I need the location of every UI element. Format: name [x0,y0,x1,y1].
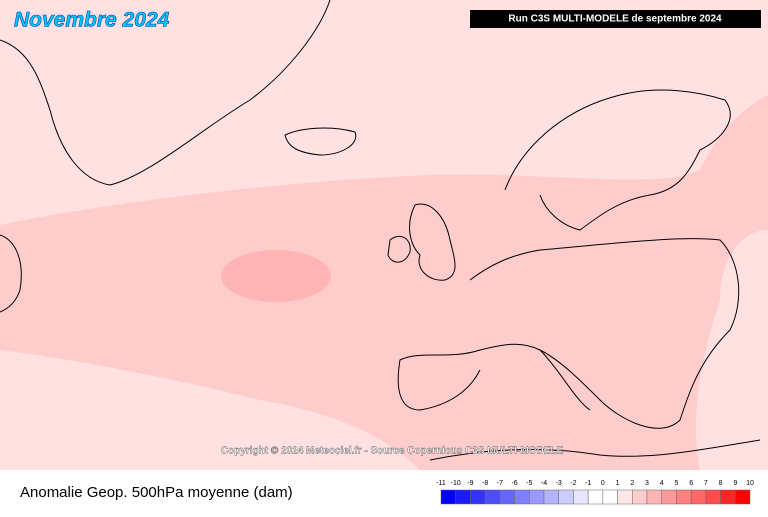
colorbar-tick-label: 2 [630,480,634,487]
north-america [0,234,22,313]
colorbar-swatch [676,489,692,505]
north-africa [429,439,761,461]
iceland [284,127,357,156]
colorbar-tick-label: -1 [585,480,591,487]
colorbar-tick-label: 4 [660,480,664,487]
colorbar-swatch [646,489,662,505]
colorbar-tick-label: 1 [616,480,620,487]
run-label: Run C3S MULTI-MODELE de septembre 2024 [508,14,722,25]
colorbar-swatch [529,489,545,505]
colorbar-swatch [602,489,618,505]
colorbar-tick-label: -6 [511,480,517,487]
colorbar-swatch [484,489,501,505]
colorbar-tick-label: 3 [645,480,649,487]
caption: Anomalie Geop. 500hPa moyenne (dam) [20,484,293,501]
colorbar-swatch [499,489,515,505]
colorbar-tick-label: 0 [601,480,605,487]
colorbar-tick-label: 9 [733,480,737,487]
colorbar-tick-label: 7 [704,480,708,487]
colorbar-tick-label: -2 [570,480,576,487]
ireland [387,236,411,263]
map-title: Novembre 2024 [14,9,170,32]
continent [397,238,740,429]
colorbar-swatch [617,489,633,505]
scandinavia [504,89,731,231]
colorbar-tick-label: 6 [689,480,693,487]
coastlines [0,0,761,461]
greenland [0,0,331,186]
colorbar-tick-label: -3 [556,480,562,487]
colorbar-tick-label: -8 [482,480,488,487]
colorbar-tick-label: -7 [497,480,503,487]
colorbar-swatch [558,489,574,505]
colorbar-tick-label: 8 [719,480,723,487]
britain [409,203,456,281]
colorbar-tick-label: -5 [526,480,532,487]
colorbar-swatch [735,489,751,505]
colorbar-swatch [720,489,736,505]
anomaly-core [221,250,331,302]
colorbar-swatch [440,489,456,505]
colorbar-tick-label: -9 [467,480,473,487]
colorbar-tick-label: -4 [541,480,547,487]
colorbar-swatch [470,489,486,505]
colorbar-swatch [587,489,604,505]
colorbar-tick-label: 10 [746,480,754,487]
colorbar-swatch [514,489,530,505]
colorbar-swatch [573,489,589,505]
colorbar-swatch [705,489,721,505]
run-label-background [470,10,761,28]
colorbar-swatch [543,489,559,505]
colorbar-swatch [632,489,648,505]
colorbar-tick-label: 5 [674,480,678,487]
colorbar-tick-label: -10 [451,480,461,487]
copyright: Copyright © 2024 Meteociel.fr - Source C… [221,446,564,457]
colorbar-swatch [661,489,677,505]
colorbar-swatch [455,489,471,505]
colorbar-tick-label: -11 [436,480,446,487]
italy [539,349,591,411]
colorbar-swatch [690,489,707,505]
